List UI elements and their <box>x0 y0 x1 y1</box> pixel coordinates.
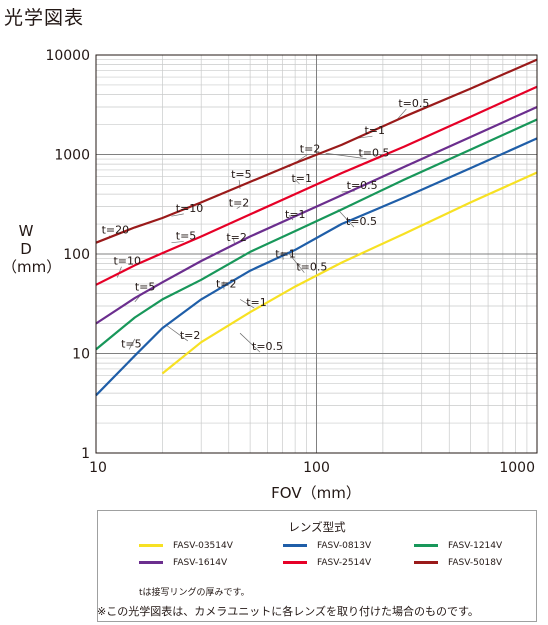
annotation-label: t=0.5 <box>252 340 283 353</box>
series-line-fasv-5018v <box>95 58 538 244</box>
legend-label: FASV-1214V <box>448 541 503 551</box>
y-axis-label-line: D <box>20 240 32 258</box>
annotation-leader <box>239 332 261 353</box>
annotation-leader <box>236 206 241 209</box>
annotation-label: t=20 <box>102 224 130 237</box>
annotation-label: t=2 <box>226 231 247 244</box>
annotation-leader <box>239 299 255 309</box>
annotation-labels: t=0.5t=1t=2t=5t=10t=20t=0.5t=1t=2t=5t=10… <box>102 97 430 353</box>
annotation-label: t=0.5 <box>347 179 378 192</box>
annotation-label: t=0.5 <box>346 215 377 228</box>
annotation-leader <box>171 241 184 244</box>
legend-label: FASV-0813V <box>317 541 372 551</box>
legend-item: FASV-5018V <box>414 558 502 568</box>
legend-item: FASV-2514V <box>283 558 371 568</box>
y-tick-label: 1000 <box>54 148 90 164</box>
annotation-label: t=10 <box>113 255 141 268</box>
annotation-leader <box>171 213 184 217</box>
y-tick-label: 10 <box>72 347 90 363</box>
annotation-leader <box>294 179 300 185</box>
y-axis-label-line: W <box>18 222 34 240</box>
y-tick-label: 10000 <box>45 48 90 64</box>
series-line-fasv-2514v <box>95 85 538 286</box>
annotation-label: t=2 <box>229 197 250 210</box>
legend-label: FASV-1614V <box>173 558 228 568</box>
annotation-label: t=1 <box>275 248 296 261</box>
legend: レンズ型式 FASV-03514V FASV-0813V FASV-1214V … <box>97 510 537 622</box>
legend-title: レンズ型式 <box>288 520 346 534</box>
y-axis-label: W D （mm） <box>2 222 62 276</box>
legend-item: FASV-1214V <box>414 541 502 551</box>
plot-frame <box>95 54 538 454</box>
annotation-label: t=5 <box>231 168 252 181</box>
annotation-leader <box>238 180 241 190</box>
page-title: 光学図表 <box>4 7 85 29</box>
annotation-label: t=1 <box>285 208 306 221</box>
annotation-leader <box>166 325 189 342</box>
legend-swatch <box>139 544 163 547</box>
legend-label: FASV-03514V <box>173 541 233 551</box>
legend-swatch <box>139 561 163 564</box>
legend-swatch <box>283 544 307 547</box>
annotation-label: t=0.5 <box>398 97 429 110</box>
legend-note: tは接写リングの厚みです。 <box>139 588 250 598</box>
annotation-leader <box>128 338 136 350</box>
series-line-fasv-03514v <box>161 171 538 375</box>
legend-swatch <box>414 561 438 564</box>
annotation-label: t=2 <box>216 278 237 291</box>
legend-swatch <box>414 544 438 547</box>
legend-item: FASV-1614V <box>139 558 227 568</box>
legend-label: FASV-2514V <box>317 558 372 568</box>
annotation-label: t=1 <box>291 172 312 185</box>
x-tick-label: 1000 <box>499 460 535 476</box>
annotation-leader <box>325 152 367 160</box>
annotation-label: t=1 <box>364 124 385 137</box>
y-tick-label: 100 <box>63 247 90 263</box>
annotation-label: t=5 <box>176 229 197 242</box>
annotation-label: t=1 <box>246 296 267 309</box>
series-line-fasv-1214v <box>95 118 538 351</box>
annotation-leader <box>287 251 305 273</box>
legend-item: FASV-03514V <box>139 541 233 551</box>
annotation-label: t=10 <box>176 202 204 215</box>
legend-item: FASV-0813V <box>283 541 371 551</box>
annotation-label: t=2 <box>300 142 321 155</box>
annotation-label: t=5 <box>121 337 142 350</box>
x-tick-label: 100 <box>303 460 330 476</box>
annotation-label: t=0.5 <box>296 261 327 274</box>
x-tick-label: 10 <box>89 460 107 476</box>
y-tick-label: 1 <box>81 446 90 462</box>
lens-curves <box>95 58 538 397</box>
legend-label: FASV-5018V <box>448 558 503 568</box>
annotation-leaders <box>109 108 407 353</box>
annotation-leader <box>233 237 235 244</box>
annotation-label: t=5 <box>135 280 156 293</box>
annotation-label: t=0.5 <box>358 147 389 160</box>
series-line-fasv-0813v <box>95 137 538 397</box>
y-axis-label-line: （mm） <box>2 258 62 276</box>
x-axis-label: FOV（mm） <box>271 484 361 502</box>
footnote: ※この光学図表は、カメラユニットに各レンズを取り付けた場合のものです。 <box>97 605 479 618</box>
legend-swatch <box>283 561 307 564</box>
annotation-label: t=2 <box>180 329 201 342</box>
series-line-fasv-1614v <box>95 105 538 325</box>
annotation-leader <box>337 209 355 228</box>
